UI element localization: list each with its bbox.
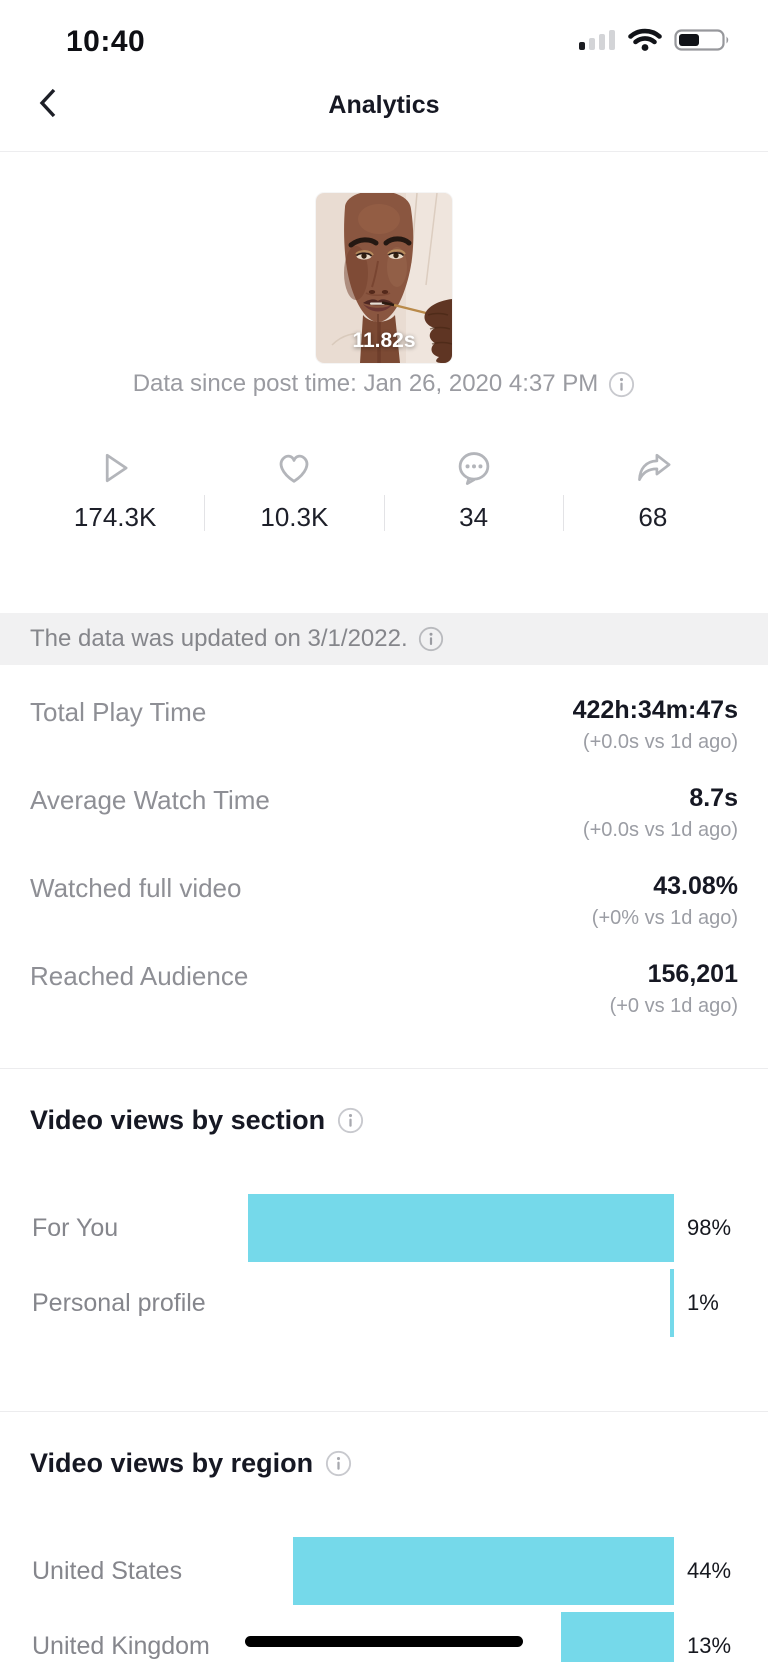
section-title: Video views by region: [30, 1447, 314, 1478]
stat-likes: 10.3K: [205, 446, 383, 533]
bar-track: [248, 1269, 674, 1337]
heart-icon: [274, 446, 314, 488]
section-title: Video views by section: [30, 1104, 326, 1135]
info-icon[interactable]: [418, 626, 444, 652]
metric-label: Average Watch Time: [30, 785, 270, 815]
bar-track: [248, 1612, 674, 1662]
chart-percent: 44%: [687, 1558, 732, 1583]
metric-row-average-watch-time: Average Watch Time 8.7s (+0.0s vs 1d ago…: [30, 767, 738, 855]
chart-row-personal-profile: Personal profile 1%: [0, 1269, 768, 1337]
chart-percent: 13%: [687, 1633, 732, 1658]
stat-plays: 174.3K: [26, 446, 204, 533]
comment-icon: [454, 446, 494, 488]
metric-delta: (+0 vs 1d ago): [609, 995, 738, 1017]
status-icons: [578, 27, 732, 58]
wifi-icon: [627, 27, 663, 58]
region-views-chart: United States 44% United Kingdom 13%: [0, 1537, 768, 1662]
video-thumbnail[interactable]: 11.82s: [316, 193, 452, 363]
thumbnail-wrap: 11.82s: [0, 193, 768, 363]
home-indicator[interactable]: [245, 1636, 523, 1647]
chart-row-united-states: United States 44%: [0, 1537, 768, 1605]
metric-value: 422h:34m:47s: [572, 696, 738, 724]
metrics-list: Total Play Time 422h:34m:47s (+0.0s vs 1…: [0, 665, 768, 1031]
metric-value: 43.08%: [653, 872, 738, 900]
bar: [670, 1269, 674, 1337]
chart-row-for-you: For You 98%: [0, 1194, 768, 1262]
chart-percent: 1%: [687, 1290, 719, 1315]
update-banner: The data was updated on 3/1/2022.: [0, 613, 768, 665]
metric-row-watched-full-video: Watched full video 43.08% (+0% vs 1d ago…: [30, 855, 738, 943]
info-icon[interactable]: [325, 1450, 352, 1477]
bar-track: [248, 1537, 674, 1605]
section-views-header: Video views by section: [30, 1103, 738, 1137]
metric-label: Watched full video: [30, 873, 242, 903]
chart-label: For You: [32, 1213, 119, 1242]
chart-label: United Kingdom: [32, 1631, 210, 1660]
chevron-left-icon: [34, 84, 62, 127]
metric-label: Reached Audience: [30, 961, 249, 991]
bar: [248, 1194, 674, 1262]
status-time: 10:40: [66, 25, 146, 58]
region-views-header: Video views by region: [30, 1446, 738, 1480]
metric-label: Total Play Time: [30, 697, 207, 727]
section-views-chart: For You 98% Personal profile 1%: [0, 1194, 768, 1337]
page-title: Analytics: [328, 91, 440, 119]
stat-comments: 34: [385, 446, 563, 533]
metric-value: 156,201: [647, 960, 738, 988]
play-icon: [95, 446, 135, 488]
metric-delta: (+0% vs 1d ago): [591, 907, 738, 929]
metric-row-total-play-time: Total Play Time 422h:34m:47s (+0.0s vs 1…: [30, 679, 738, 767]
bar: [561, 1612, 674, 1662]
nav-header: Analytics: [0, 60, 768, 152]
divider: [383, 495, 385, 531]
engagement-stats: 174.3K 10.3K 34: [26, 446, 742, 533]
chart-label: United States: [32, 1556, 183, 1585]
stat-value: 10.3K: [260, 502, 329, 532]
chart-percent: 98%: [687, 1215, 732, 1240]
stat-value: 174.3K: [73, 502, 157, 532]
section-divider: [0, 1068, 768, 1069]
divider: [562, 495, 564, 531]
stat-shares: 68: [564, 446, 742, 533]
status-bar: 10:40: [0, 0, 768, 60]
section-divider: [0, 1411, 768, 1412]
chart-label: Personal profile: [32, 1288, 206, 1317]
bar: [293, 1537, 674, 1605]
back-button[interactable]: [26, 84, 70, 128]
metric-delta: (+0.0s vs 1d ago): [582, 731, 738, 753]
stat-value: 34: [459, 502, 489, 532]
video-duration-badge: 11.82s: [352, 329, 416, 352]
stat-value: 68: [638, 502, 668, 532]
data-since-row: Data since post time: Jan 26, 2020 4:37 …: [0, 370, 768, 398]
chart-row-united-kingdom: United Kingdom 13%: [0, 1612, 768, 1662]
portrait-painting-image: [316, 193, 452, 363]
battery-icon: [674, 27, 732, 58]
cellular-signal-icon: [578, 27, 616, 58]
info-icon[interactable]: [608, 371, 635, 398]
metric-row-reached-audience: Reached Audience 156,201 (+0 vs 1d ago): [30, 943, 738, 1031]
info-icon[interactable]: [337, 1107, 364, 1134]
update-banner-text: The data was updated on 3/1/2022.: [30, 625, 408, 652]
bar-track: [248, 1194, 674, 1262]
data-since-text: Data since post time: Jan 26, 2020 4:37 …: [132, 370, 599, 397]
metric-delta: (+0.0s vs 1d ago): [582, 819, 738, 841]
share-icon: [633, 446, 673, 488]
divider: [204, 495, 206, 531]
metric-value: 8.7s: [689, 784, 738, 812]
